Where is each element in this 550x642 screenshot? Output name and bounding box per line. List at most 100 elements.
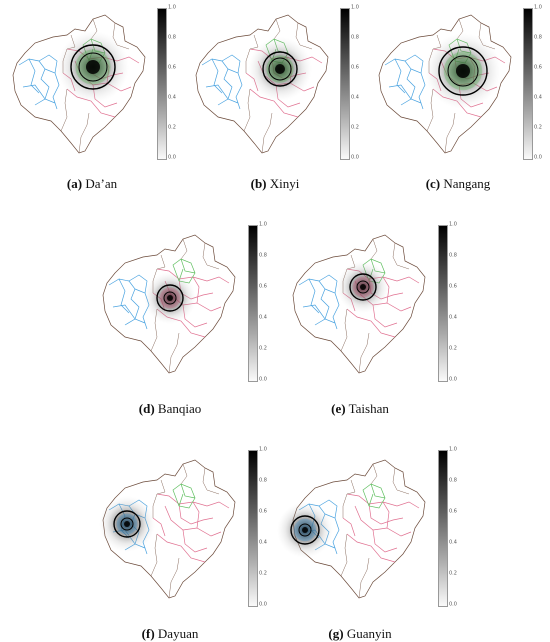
colorbar-gradient (248, 225, 258, 382)
colorbar-tick-label: 0.4 (259, 539, 267, 546)
colorbar-tick-label: 0.2 (449, 345, 457, 352)
district-boundary (245, 34, 259, 73)
district-boundary (426, 88, 434, 132)
panel-caption: (b) Xinyi (251, 176, 300, 192)
panel-c: 1.0 0.8 0.6 0.4 0.2 0.0 (c) Nangang (366, 0, 550, 195)
blue-district-boundary (324, 513, 340, 555)
blue-district-boundary (227, 68, 243, 110)
district-boundary (243, 88, 251, 132)
district-boundary (358, 332, 370, 374)
district-map (102, 234, 236, 374)
colorbar-tick-label: 0.8 (168, 34, 176, 41)
blue-district-boundary (324, 288, 340, 330)
district-boundary (392, 467, 410, 495)
green-district-boundary (180, 258, 196, 274)
colorbar-tick-label: 0.2 (534, 124, 542, 131)
colorbar-tick-label: 0.0 (259, 601, 267, 608)
density-contour-outer (438, 46, 488, 96)
density-contour-outer (156, 284, 184, 312)
panel-letter: (e) (331, 401, 346, 416)
panel-e: 1.0 0.8 0.6 0.4 0.2 0.0 (e) Taishan (280, 215, 463, 417)
green-district-boundary (180, 483, 196, 499)
panel-district-name: Guanyin (346, 626, 392, 641)
colorbar-gradient (438, 225, 448, 382)
colorbar-tick-label: 0.6 (449, 283, 457, 290)
density-peak (167, 295, 173, 301)
density-peak (86, 60, 100, 74)
density-contour-outer (113, 510, 141, 538)
pink-district-boundary (382, 501, 390, 529)
colorbar-tick-label: 0.8 (534, 34, 542, 41)
colorbar-tick-label: 0.2 (449, 570, 457, 577)
district-map (292, 234, 426, 374)
district-boundary (180, 463, 188, 485)
panel-district-name: Banqiao (157, 401, 202, 416)
density-peak (456, 64, 470, 78)
colorbar-tick-label: 0.4 (259, 314, 267, 321)
colorbar-tick-label: 0.6 (168, 64, 176, 71)
panel-d: 1.0 0.8 0.6 0.4 0.2 0.0 (d) Banqiao (90, 215, 273, 416)
district-boundary (150, 533, 158, 577)
panel-caption: (e) Taishan (331, 401, 389, 417)
district-map (99, 459, 236, 599)
colorbar-tick-label: 0.4 (449, 539, 457, 546)
blue-district-boundary (44, 68, 60, 110)
district-map (277, 459, 426, 599)
blue-district-boundary (302, 304, 336, 324)
panel-a: 1.0 0.8 0.6 0.4 0.2 0.0 (a) Da’an (0, 0, 183, 195)
colorbar-tick-label: 0.6 (449, 508, 457, 515)
district-boundary (273, 18, 281, 40)
district-boundary (342, 479, 356, 518)
pink-district-boundary (164, 505, 222, 537)
district-boundary (358, 557, 370, 599)
district-boundary (370, 463, 378, 485)
blue-district-boundary (308, 278, 320, 314)
blue-district-boundary (112, 304, 146, 324)
panel-district-name: Nangang (443, 176, 491, 191)
panel-letter: (c) (425, 176, 441, 191)
density-contour-outer (262, 51, 298, 87)
pink-district-boundary (368, 503, 404, 525)
colorbar-tick-label: 0.0 (449, 376, 457, 383)
colorbar-tick-label: 0.2 (259, 345, 267, 352)
pink-district-boundary (156, 533, 206, 563)
blue-district-boundary (404, 54, 424, 74)
blue-district-boundary (410, 68, 426, 110)
blue-district-boundary (384, 58, 416, 106)
district-boundary (295, 22, 313, 50)
colorbar-tick-label: 1.0 (449, 221, 457, 228)
density-contour-middle (447, 55, 479, 87)
colorbar-tick-label: 0.4 (449, 314, 457, 321)
colorbar-tick-label: 1.0 (259, 446, 267, 453)
blue-district-boundary (211, 58, 223, 94)
blue-district-boundary (318, 274, 338, 294)
map-outline (292, 459, 426, 599)
colorbar-tick-label: 1.0 (449, 446, 457, 453)
colorbar-gradient (340, 8, 350, 160)
panel-caption: (c) Nangang (426, 176, 491, 192)
blue-district-boundary (28, 58, 40, 94)
colorbar-tick-label: 0.8 (259, 477, 267, 484)
density-contour-middle (298, 523, 312, 537)
pink-district-boundary (249, 88, 299, 118)
colorbar-tick-label: 0.8 (351, 34, 359, 41)
panel-district-name: Dayuan (157, 626, 199, 641)
density-peak (124, 521, 130, 527)
density-contour-middle (163, 291, 177, 305)
district-map (12, 14, 146, 154)
map-outline (102, 459, 236, 599)
panel-f: 1.0 0.8 0.6 0.4 0.2 0.0 (f) Dayuan (90, 440, 273, 641)
colorbar-gradient (248, 450, 258, 607)
colorbar-tick-label: 0.0 (168, 154, 176, 161)
pink-district-boundary (354, 505, 412, 537)
colorbar-tick-label: 0.0 (259, 376, 267, 383)
panel-district-name: Taishan (348, 401, 389, 416)
colorbar-tick-label: 0.0 (534, 154, 542, 161)
colorbar-tick-label: 0.0 (449, 601, 457, 608)
pink-district-boundary (152, 517, 166, 537)
colorbar-gradient (523, 8, 533, 160)
district-map (378, 14, 512, 154)
blue-district-boundary (108, 278, 140, 326)
blue-district-boundary (128, 274, 148, 294)
colorbar-tick-label: 0.8 (259, 252, 267, 259)
